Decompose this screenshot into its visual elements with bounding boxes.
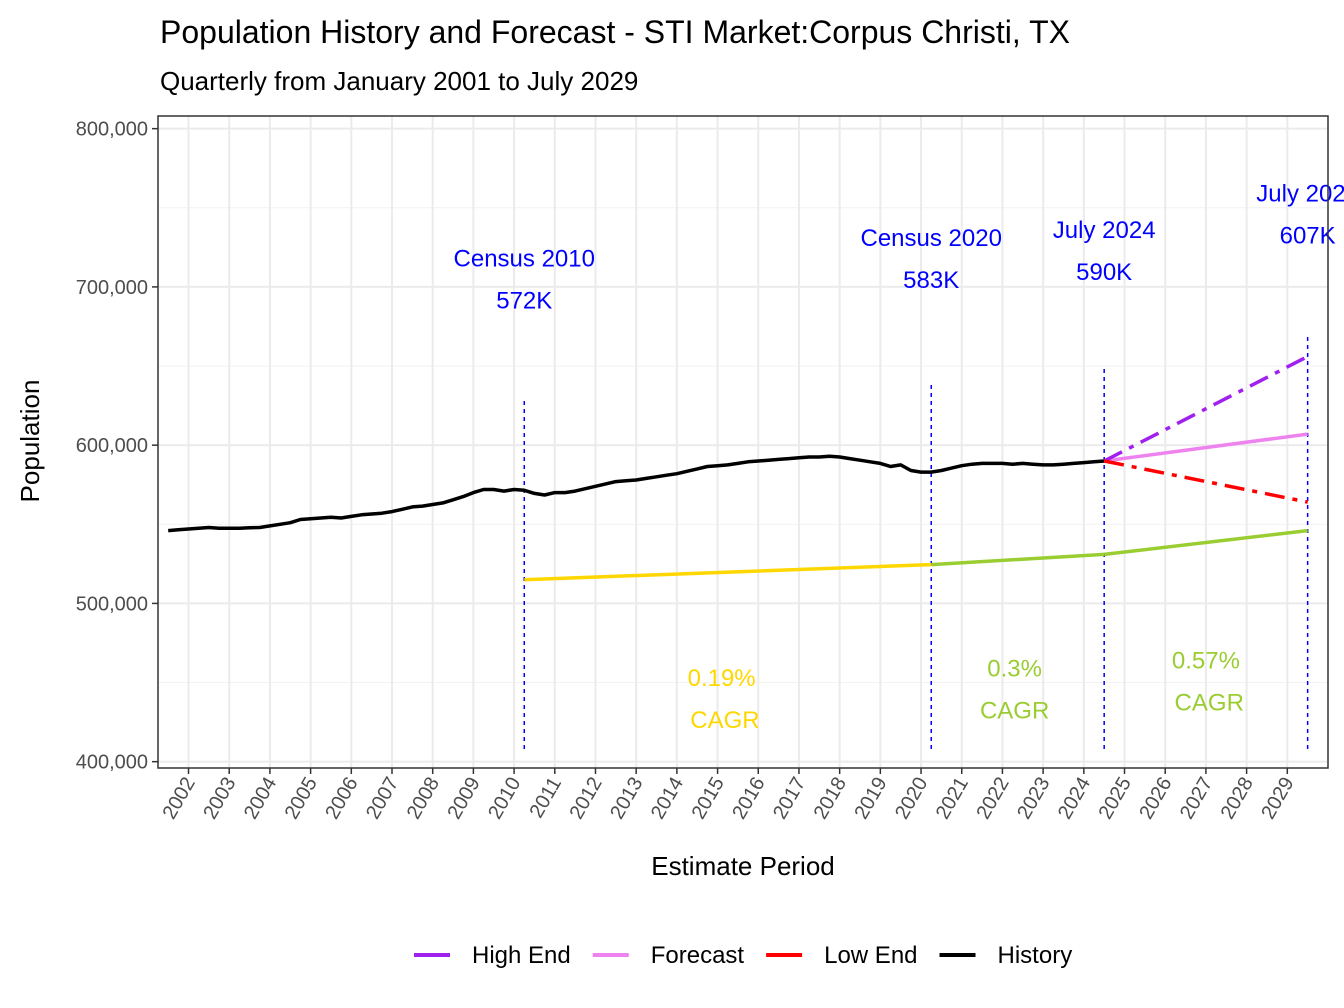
legend-label: Low End [824, 942, 917, 969]
annotation-line: Census 2020 [860, 225, 1001, 252]
minor-gridlines [158, 207, 1328, 684]
x-axis-title: Estimate Period [651, 851, 835, 881]
legend: High End Forecast Low End History [414, 942, 1072, 969]
annotation-line: 607K [1280, 223, 1336, 250]
annotation-line: Census 2010 [454, 246, 595, 273]
annotation-line: 0.57% [1172, 647, 1240, 674]
series-line-cagr-2024-2029 [1103, 528, 1308, 557]
y-tick-label: 500,000 [76, 593, 148, 615]
data-series [168, 354, 1309, 582]
series-line-high-end [1103, 354, 1309, 463]
annotation-line: 583K [903, 267, 959, 294]
annotation-line: CAGR [980, 697, 1049, 724]
series-line-low-end [1103, 459, 1309, 504]
y-axis-title: Population [15, 380, 45, 503]
annotation-line: CAGR [684, 707, 760, 734]
annotation-line: 0.19% [688, 665, 756, 692]
chart-title: Population History and Forecast - STI Ma… [160, 14, 1070, 50]
annotation-line: July 2029 [1256, 181, 1344, 208]
annotation-line: CAGR [1168, 689, 1244, 716]
y-tick-label: 700,000 [76, 277, 148, 299]
legend-label: History [998, 942, 1073, 969]
annotation-line: 0.3% [987, 655, 1042, 682]
annotation-line: 572K [496, 288, 552, 315]
annotation-july-2024: July 2024 590K [1053, 217, 1156, 286]
panel-border [157, 115, 1329, 769]
y-tick-label: 800,000 [76, 119, 148, 141]
series-line-forecast [1103, 432, 1308, 463]
annotation-line: 590K [1076, 259, 1132, 286]
chart-subtitle: Quarterly from January 2001 to July 2029 [160, 66, 638, 96]
annotation-july-2029: July 2029 607K [1256, 181, 1344, 250]
annotation-census-2020: Census 2020 583K [860, 225, 1001, 294]
series-line-cagr-2010-2020 [524, 562, 932, 582]
y-axis: 400,000 500,000 600,000 700,000 800,000 [76, 119, 158, 774]
annotation-census-2010: Census 2010 572K [454, 246, 595, 315]
annotation-cagr-2010-2020: 0.19% CAGR [684, 665, 760, 734]
y-tick-label: 600,000 [76, 435, 148, 457]
annotations: Census 2010 572K Census 2020 583K July 2024 5… [454, 181, 1344, 734]
annotation-cagr-2020-2024: 0.3% CAGR [980, 655, 1049, 724]
legend-label: High End [472, 942, 571, 969]
y-tick-label: 400,000 [76, 752, 148, 774]
annotation-cagr-2024-2029: 0.57% CAGR [1168, 647, 1244, 716]
series-line-cagr-2020-2024 [931, 552, 1105, 567]
major-gridlines [158, 116, 1328, 768]
legend-label: Forecast [651, 942, 745, 969]
annotation-line: July 2024 [1053, 217, 1156, 244]
series-line-history [168, 454, 1105, 533]
reference-lines [523, 334, 1309, 750]
plot-panel [158, 116, 1328, 768]
